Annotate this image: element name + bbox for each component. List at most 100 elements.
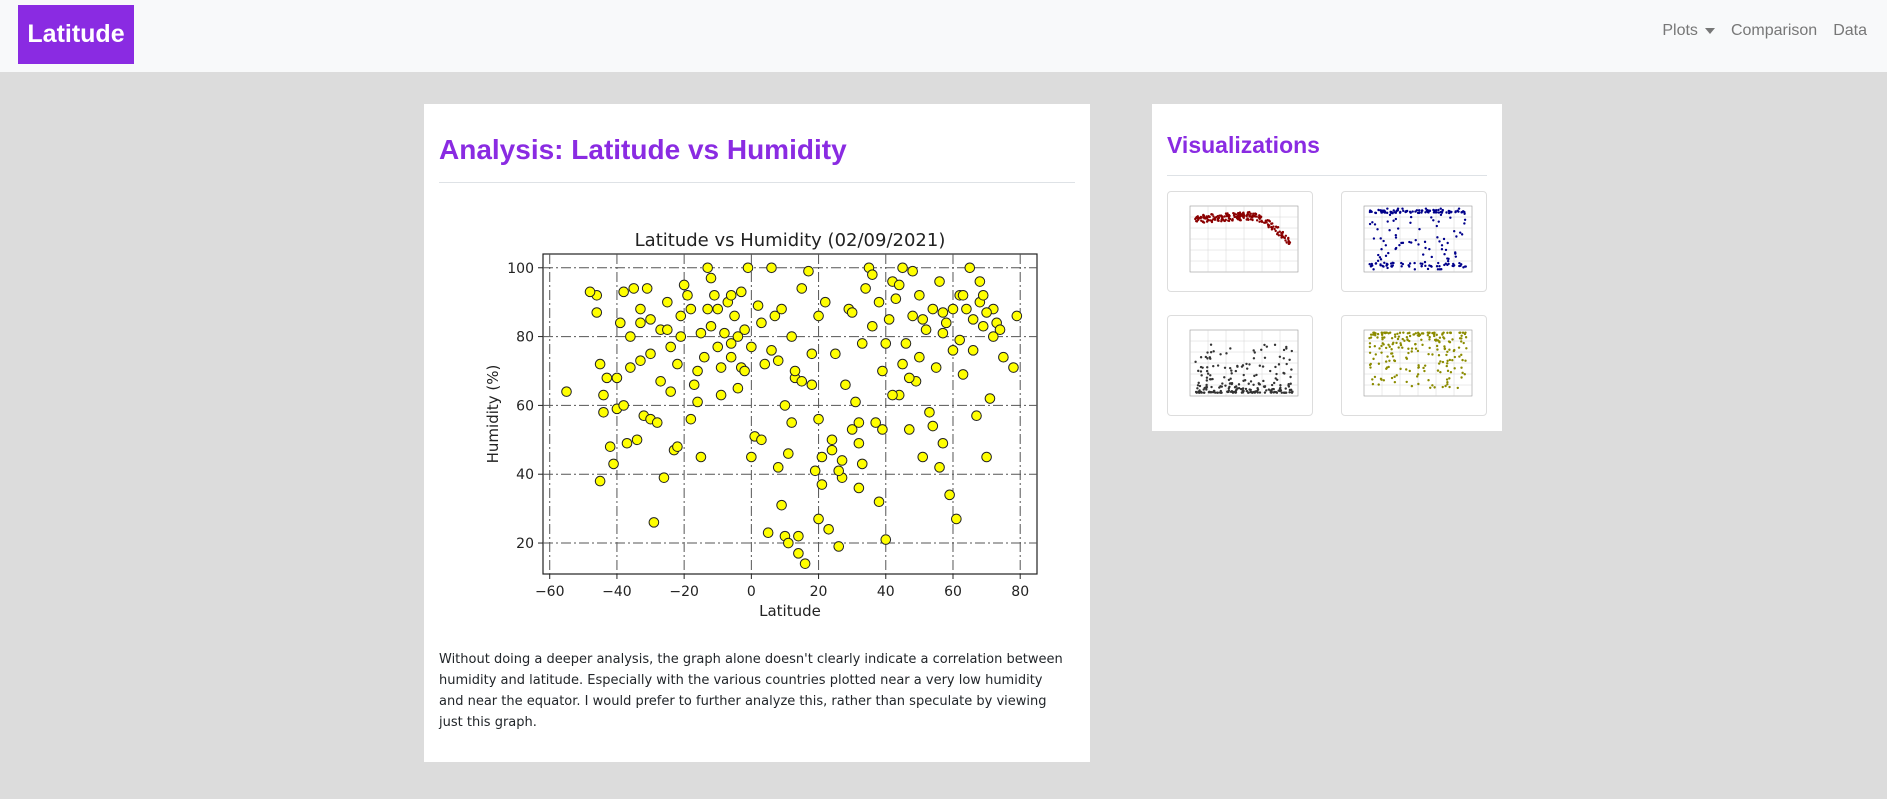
- latitude-humidity-chart: Latitude vs Humidity (02/09/2021) −60 −40 −…: [484, 230, 1038, 620]
- thumb-point: [1194, 217, 1197, 221]
- thumb-point: [1446, 359, 1449, 363]
- thumb-point: [1409, 221, 1412, 224]
- thumb-point: [1448, 358, 1452, 362]
- thumb-point: [1394, 335, 1397, 338]
- thumb-point: [1288, 358, 1291, 361]
- thumb-point: [1270, 225, 1273, 229]
- thumb-point: [1458, 331, 1461, 334]
- brand-logo[interactable]: Latitude: [18, 5, 134, 64]
- thumb-point: [1427, 211, 1430, 214]
- thumb-point: [1431, 353, 1434, 356]
- data-point: [712, 341, 724, 353]
- thumb-point: [1246, 391, 1250, 394]
- thumb-point: [1206, 357, 1209, 360]
- thumb-point: [1290, 349, 1294, 353]
- thumb-point: [1393, 211, 1396, 214]
- thumb-point: [1393, 333, 1397, 336]
- thumb-point: [1282, 371, 1285, 375]
- thumb-point: [1258, 220, 1261, 223]
- thumb-point: [1463, 218, 1467, 221]
- thumb-point: [1442, 237, 1446, 241]
- data-point: [756, 434, 767, 446]
- thumb-point: [1212, 215, 1215, 218]
- thumb-point: [1199, 215, 1203, 219]
- thumb-point: [1257, 382, 1260, 385]
- thumb-point: [1393, 359, 1396, 362]
- x-tick-label: 40: [877, 584, 895, 600]
- thumb-point: [1205, 379, 1209, 382]
- thumb-point: [1457, 207, 1461, 210]
- thumb-point: [1276, 231, 1280, 234]
- thumb-point: [1373, 223, 1377, 226]
- thumb-point: [1254, 212, 1257, 215]
- thumb-point: [1463, 265, 1467, 268]
- thumb-point: [1417, 366, 1420, 369]
- data-point: [625, 362, 636, 373]
- thumb-point: [1430, 255, 1433, 259]
- thumb-point: [1268, 220, 1272, 223]
- thumb-point: [1255, 373, 1258, 377]
- thumb-point: [1253, 351, 1256, 354]
- thumb-point: [1461, 358, 1464, 362]
- thumb-point: [1255, 219, 1259, 222]
- data-point: [618, 286, 629, 298]
- cloudiness-thumbnail[interactable]: [1341, 191, 1487, 292]
- data-point: [920, 324, 932, 335]
- thumb-point: [1369, 336, 1373, 339]
- thumb-point: [1388, 345, 1391, 348]
- nav-data-link[interactable]: Data: [1833, 22, 1867, 39]
- thumb-point: [1276, 378, 1279, 382]
- thumb-point: [1384, 244, 1388, 247]
- x-tick-label: 60: [944, 584, 962, 600]
- thumb-point: [1278, 230, 1281, 233]
- nav-comparison-link[interactable]: Comparison: [1730, 22, 1818, 39]
- thumb-point: [1385, 211, 1389, 215]
- thumb-point: [1446, 331, 1449, 335]
- data-point: [803, 265, 814, 277]
- nav-plots-dropdown[interactable]: Plots: [1662, 22, 1715, 40]
- thumb-point: [1207, 218, 1210, 222]
- thumb-point: [1252, 383, 1255, 386]
- thumb-point: [1451, 359, 1454, 362]
- thumb-point: [1441, 385, 1444, 389]
- data-point: [618, 400, 629, 411]
- thumb-point: [1385, 331, 1389, 334]
- thumb-point: [1396, 227, 1400, 230]
- visualizations-card: Visualizations: [1152, 104, 1502, 431]
- thumb-point: [1409, 215, 1413, 219]
- data-point: [675, 310, 687, 322]
- data-point: [635, 303, 646, 315]
- data-point: [1011, 310, 1023, 322]
- thumb-point: [1437, 362, 1441, 365]
- thumb-point: [1374, 353, 1377, 356]
- thumb-point: [1436, 369, 1440, 372]
- thumb-point: [1245, 389, 1249, 393]
- thumb-point: [1460, 334, 1463, 337]
- thumb-point: [1394, 247, 1397, 251]
- data-point: [631, 434, 643, 446]
- thumb-point: [1237, 383, 1241, 386]
- thumb-point: [1445, 364, 1448, 368]
- thumb-point: [1282, 348, 1286, 352]
- thumb-point: [1394, 217, 1398, 221]
- thumb-point: [1370, 262, 1373, 266]
- thumb-point: [1390, 337, 1394, 340]
- thumb-point: [1378, 347, 1381, 350]
- data-point: [695, 451, 707, 463]
- max-temperature-thumbnail[interactable]: [1167, 191, 1313, 292]
- wind-speed-thumbnail[interactable]: [1167, 315, 1313, 416]
- thumb-point: [1256, 386, 1259, 390]
- thumb-point: [1416, 349, 1420, 353]
- thumb-point: [1220, 391, 1223, 394]
- thumb-point: [1285, 345, 1288, 349]
- thumb-point: [1424, 211, 1427, 214]
- thumb-point: [1282, 357, 1285, 360]
- data-point: [940, 317, 952, 329]
- data-point: [867, 320, 878, 332]
- thumb-point: [1456, 386, 1459, 390]
- data-point: [658, 472, 670, 483]
- data-point: [662, 296, 673, 308]
- humidity-thumbnail[interactable]: [1341, 315, 1487, 416]
- thumb-points: [1194, 343, 1294, 394]
- thumb-point: [1399, 342, 1402, 345]
